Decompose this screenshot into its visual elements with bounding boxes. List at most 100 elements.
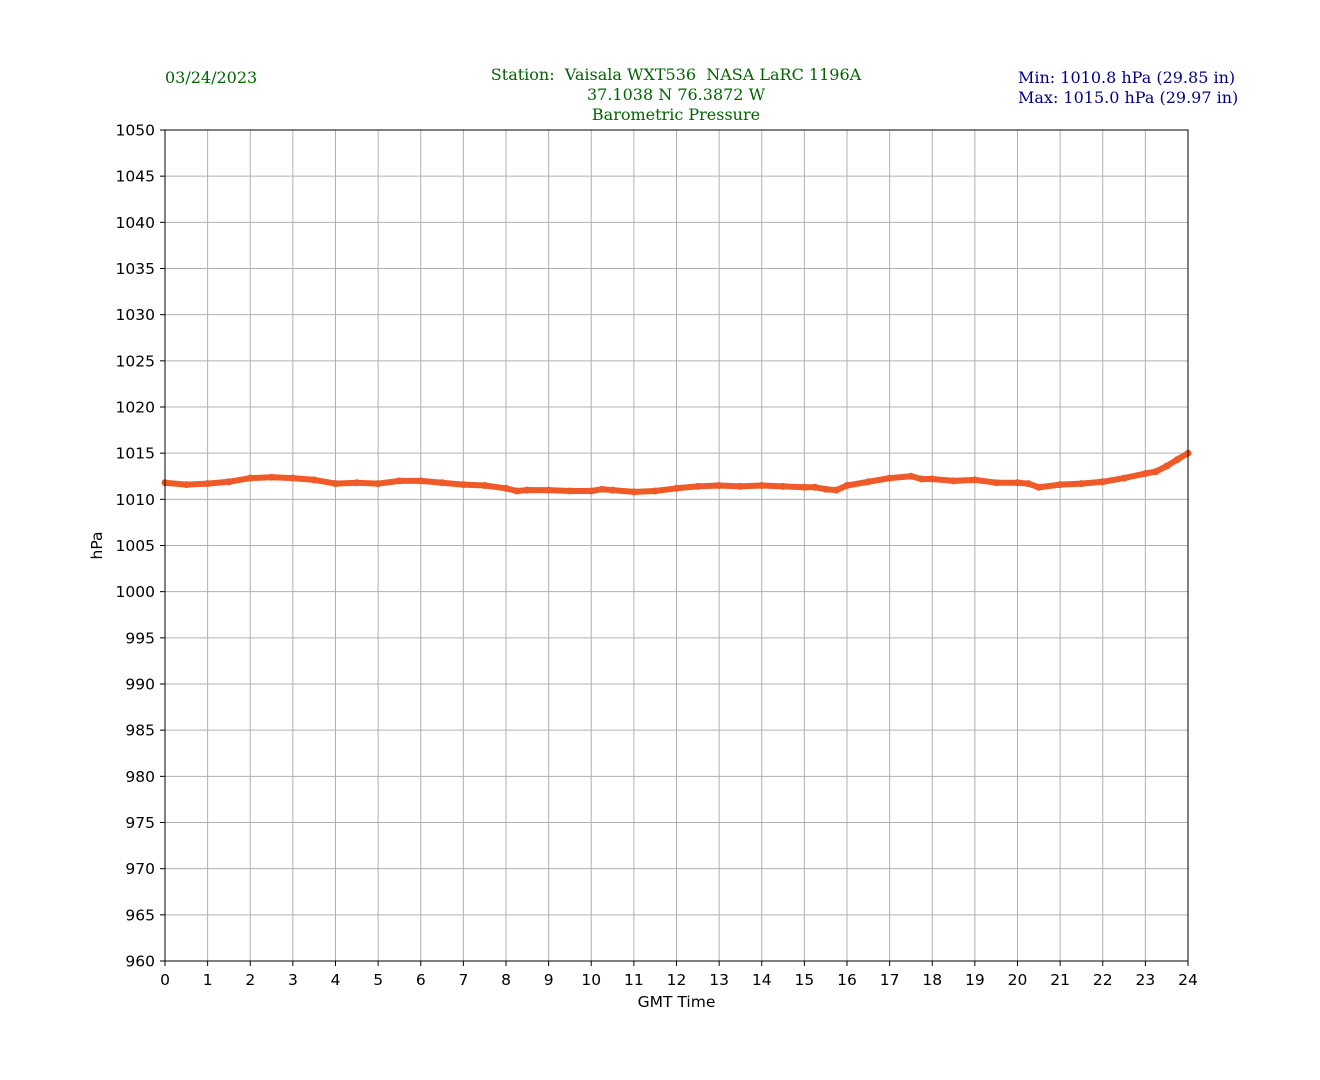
x-tick-label: 21 [1050,971,1070,989]
pressure-data-point [204,480,212,488]
station-info: Station: Vaisala WXT536 NASA LaRC 1196A … [376,65,976,125]
y-tick-label: 1025 [116,352,155,370]
y-tick-label: 1015 [116,445,155,463]
pressure-data-point [438,479,446,487]
pressure-data-point [832,486,840,494]
pressure-data-point [651,487,659,495]
y-tick-label: 1040 [116,214,155,232]
pressure-data-point [918,475,926,483]
pressure-data-point [353,479,361,487]
pressure-data-point [1141,470,1149,477]
pressure-data-point [374,480,382,488]
pressure-data-point [502,484,510,492]
pressure-data-point [630,488,638,496]
grid-lines [164,129,1189,962]
pressure-data-point [715,482,723,489]
y-tick-label: 1050 [116,122,155,140]
x-tick-label: 4 [331,971,341,989]
x-tick-label: 15 [795,971,815,989]
pressure-data-point [950,477,958,485]
pressure-data-point [1056,481,1064,489]
pressure-data-point [417,477,425,485]
y-tick-label: 1020 [116,399,155,417]
x-axis-label: GMT Time [638,993,716,1011]
x-tick-label: 17 [880,971,900,989]
min-value: Min: 1010.8 hPa (29.85 in) [1018,68,1236,87]
x-tick-label: 9 [544,971,554,989]
x-tick-label: 12 [667,971,687,989]
pressure-data-point [1099,478,1107,486]
x-tick-label: 22 [1093,971,1113,989]
x-tick-label: 11 [624,971,644,989]
pressure-data-point [513,487,521,495]
x-tick-label: 8 [501,971,511,989]
x-tick-label: 0 [160,971,170,989]
pressure-data-point [598,485,606,493]
y-tick-label: 990 [125,676,155,694]
x-tick-label: 24 [1178,971,1198,989]
pressure-data-point [289,474,297,482]
x-axis-ticks: 0 1 2 3 4 5 6 7 8 9 10 11 12 13 14 15 16 17 18 19 20 21 22 23 24 [160,961,1198,989]
max-value: Max: 1015.0 hPa (29.97 in) [1018,88,1239,107]
pressure-data-point [1024,480,1032,488]
x-tick-label: 3 [288,971,298,989]
pressure-data-point [310,476,318,484]
x-tick-label: 1 [203,971,213,989]
x-tick-label: 5 [373,971,383,989]
pressure-data-point [609,486,617,494]
pressure-data-point [332,480,339,488]
station-coordinates: 37.1038 N 76.3872 W [586,85,766,104]
pressure-data-point [587,487,595,495]
x-tick-label: 23 [1136,971,1156,989]
y-tick-label: 1010 [116,491,155,509]
y-tick-label: 985 [125,722,155,740]
y-tick-label: 995 [125,629,155,647]
y-tick-label: 1005 [116,537,155,555]
x-tick-label: 6 [416,971,426,989]
pressure-data-point [811,483,819,491]
y-tick-label: 1030 [116,306,155,324]
y-axis-label: hPa [88,532,106,560]
x-tick-label: 2 [245,971,255,989]
x-tick-label: 16 [837,971,857,989]
pressure-data-point [800,483,808,491]
y-axis-ticks: 960 965 970 975 980 985 990 995 1000 1005 1010 1015… [116,122,165,971]
pressure-data-point [1163,462,1171,470]
y-tick-label: 960 [125,953,155,971]
pressure-data-point [1077,480,1085,488]
series-layer [161,449,1192,496]
x-tick-label: 7 [458,971,468,989]
pressure-data-point [1120,474,1128,482]
pressure-data-point [992,479,1000,487]
pressure-data-point [1152,468,1160,476]
pressure-data-point [268,473,276,481]
pressure-data-point [481,482,489,489]
pressure-data-point [822,485,830,493]
chart-date: 03/24/2023 [165,68,258,87]
station-name: Station: Vaisala WXT536 NASA LaRC 1196A [490,65,862,84]
pressure-data-point [246,474,254,482]
pressure-data-point [1014,479,1021,487]
x-tick-label: 13 [709,971,729,989]
pressure-data-point [225,478,233,486]
min-max-summary: Min: 1010.8 hPa (29.85 in) Max: 1015.0 h… [1018,68,1238,108]
x-tick-label: 14 [752,971,772,989]
pressure-data-point [1035,483,1043,491]
pressure-data-point [673,484,680,492]
pressure-data-point [395,477,403,485]
pressure-data-point [907,472,915,480]
pressure-data-point [971,476,979,484]
pressure-data-point [182,481,190,489]
pressure-data-point [758,482,766,489]
x-tick-label: 10 [581,971,601,989]
pressure-data-point [736,482,744,490]
x-tick-label: 19 [965,971,985,989]
pressure-data-point [545,486,553,494]
measurement-title: Barometric Pressure [591,105,761,124]
pressure-data-point [843,482,851,489]
pressure-data-point [886,474,894,482]
x-tick-label: 20 [1008,971,1028,989]
pressure-data-point [864,478,872,486]
y-tick-label: 965 [125,906,155,924]
